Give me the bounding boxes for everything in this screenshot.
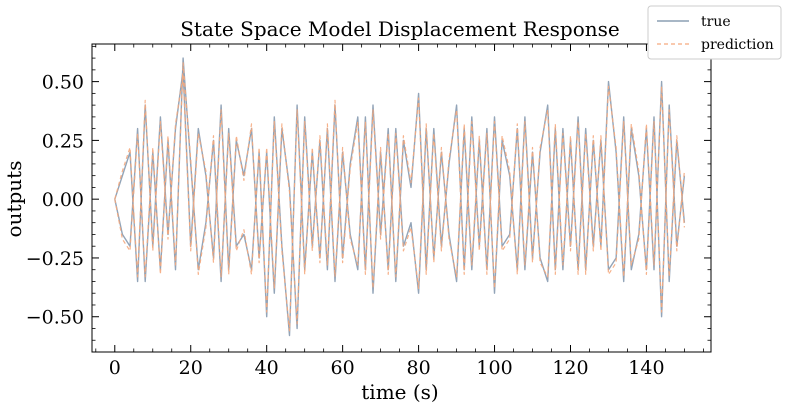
x-tick-label: 20: [179, 357, 203, 379]
series-line-prediction-2: [114, 73, 685, 325]
series-lines: [114, 57, 686, 337]
y-tick-label: 0.25: [42, 130, 84, 152]
x-tick-label: 120: [552, 357, 588, 379]
y-tick-label: 0.00: [42, 189, 84, 211]
legend-frame: [647, 5, 782, 60]
y-tick-label: −0.50: [26, 307, 84, 329]
x-tick-label: 80: [406, 357, 430, 379]
y-tick-label: −0.25: [26, 248, 84, 270]
legend-true-label: true: [701, 14, 731, 30]
x-tick-label: 60: [331, 357, 355, 379]
x-tick-label: 100: [476, 357, 512, 379]
x-tick-label: 0: [109, 357, 121, 379]
chart-title: State Space Model Displacement Response: [180, 17, 620, 41]
y-axis-label: outputs: [2, 161, 26, 238]
y-tick-label: 0.50: [42, 72, 84, 94]
x-axis-label: time (s): [361, 380, 438, 404]
series-line-prediction-3: [114, 62, 685, 332]
x-tick-label: 140: [628, 357, 664, 379]
x-tick-label: 40: [255, 357, 279, 379]
legend: true prediction: [647, 5, 782, 60]
legend-prediction-label: prediction: [701, 37, 774, 53]
axis-ticks: 0 20 40 60 80 100 120 140 0.50 0.25 0.00 −0.25 −0.50: [26, 44, 711, 379]
plot-frame: [91, 43, 712, 353]
